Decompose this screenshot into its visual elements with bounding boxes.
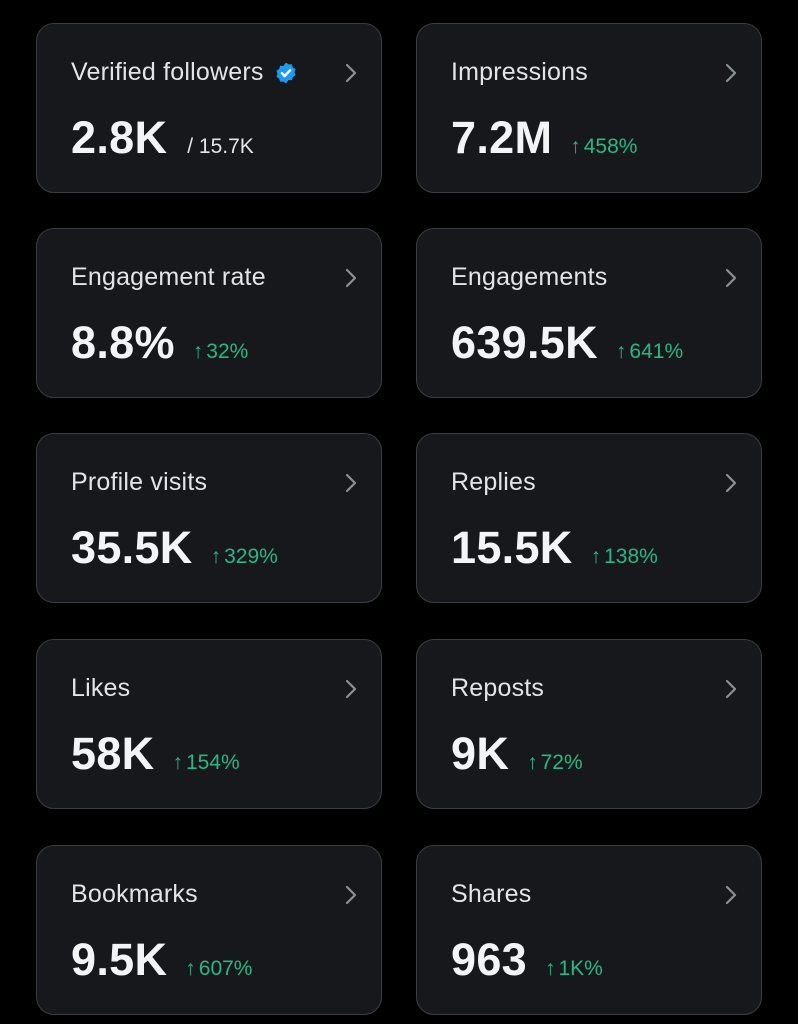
card-label: Bookmarks — [71, 880, 198, 909]
card-change: ↑ 138% — [591, 545, 658, 569]
chevron-right-icon — [721, 884, 741, 906]
card-label: Engagements — [451, 263, 607, 292]
card-change-value: 607% — [199, 957, 253, 981]
card-total: / 15.7K — [187, 135, 254, 159]
arrow-up-icon: ↑ — [193, 340, 204, 364]
card-label-text: Verified followers — [71, 58, 264, 87]
card-value: 8.8% — [71, 317, 175, 369]
arrow-up-icon: ↑ — [570, 135, 581, 159]
card-label: Verified followers — [71, 58, 298, 87]
card-reposts[interactable]: Reposts 9K ↑ 72% — [416, 639, 762, 809]
card-change-value: 1K% — [558, 957, 602, 981]
card-change: ↑ 72% — [527, 751, 583, 775]
arrow-up-icon: ↑ — [545, 957, 556, 981]
card-change: ↑ 32% — [193, 340, 249, 364]
card-replies[interactable]: Replies 15.5K ↑ 138% — [416, 433, 762, 603]
card-value-row: 2.8K / 15.7K — [71, 112, 254, 164]
card-verified-followers[interactable]: Verified followers 2.8K / 15.7K — [36, 23, 382, 193]
card-label: Engagement rate — [71, 263, 266, 292]
verified-badge-icon — [274, 61, 298, 85]
arrow-up-icon: ↑ — [185, 957, 196, 981]
card-label: Reposts — [451, 674, 544, 703]
card-change-value: 138% — [604, 545, 658, 569]
arrow-up-icon: ↑ — [591, 545, 602, 569]
card-value: 7.2M — [451, 112, 552, 164]
card-change-value: 641% — [629, 340, 683, 364]
card-engagement-rate[interactable]: Engagement rate 8.8% ↑ 32% — [36, 228, 382, 398]
card-change: ↑ 329% — [211, 545, 278, 569]
card-value: 9.5K — [71, 934, 167, 986]
chevron-right-icon — [341, 62, 361, 84]
card-change: ↑ 607% — [185, 957, 252, 981]
card-engagements[interactable]: Engagements 639.5K ↑ 641% — [416, 228, 762, 398]
analytics-grid: Verified followers 2.8K / 15.7K Impressi… — [0, 0, 798, 1024]
card-change: ↑ 458% — [570, 135, 637, 159]
card-value: 58K — [71, 728, 154, 780]
card-value: 963 — [451, 934, 527, 986]
card-value: 2.8K — [71, 112, 167, 164]
card-value-row: 7.2M ↑ 458% — [451, 112, 637, 164]
chevron-right-icon — [721, 678, 741, 700]
card-value-row: 8.8% ↑ 32% — [71, 317, 248, 369]
chevron-right-icon — [721, 267, 741, 289]
card-change-value: 72% — [541, 751, 583, 775]
card-profile-visits[interactable]: Profile visits 35.5K ↑ 329% — [36, 433, 382, 603]
card-label: Replies — [451, 468, 536, 497]
card-shares[interactable]: Shares 963 ↑ 1K% — [416, 845, 762, 1015]
card-value: 9K — [451, 728, 509, 780]
chevron-right-icon — [721, 472, 741, 494]
card-value-row: 58K ↑ 154% — [71, 728, 240, 780]
card-impressions[interactable]: Impressions 7.2M ↑ 458% — [416, 23, 762, 193]
card-bookmarks[interactable]: Bookmarks 9.5K ↑ 607% — [36, 845, 382, 1015]
card-value-row: 9K ↑ 72% — [451, 728, 583, 780]
card-value-row: 9.5K ↑ 607% — [71, 934, 252, 986]
card-change-value: 154% — [186, 751, 240, 775]
card-change-value: 329% — [224, 545, 278, 569]
card-label: Impressions — [451, 58, 588, 87]
card-label: Profile visits — [71, 468, 207, 497]
card-likes[interactable]: Likes 58K ↑ 154% — [36, 639, 382, 809]
chevron-right-icon — [341, 472, 361, 494]
arrow-up-icon: ↑ — [616, 340, 627, 364]
card-change: ↑ 1K% — [545, 957, 603, 981]
card-value: 15.5K — [451, 522, 573, 574]
chevron-right-icon — [341, 884, 361, 906]
chevron-right-icon — [341, 267, 361, 289]
card-change-value: 32% — [206, 340, 248, 364]
card-value-row: 35.5K ↑ 329% — [71, 522, 278, 574]
arrow-up-icon: ↑ — [172, 751, 183, 775]
arrow-up-icon: ↑ — [211, 545, 222, 569]
card-value-row: 15.5K ↑ 138% — [451, 522, 658, 574]
card-label: Likes — [71, 674, 130, 703]
card-value-row: 963 ↑ 1K% — [451, 934, 603, 986]
arrow-up-icon: ↑ — [527, 751, 538, 775]
card-change: ↑ 154% — [172, 751, 239, 775]
chevron-right-icon — [341, 678, 361, 700]
card-change: ↑ 641% — [616, 340, 683, 364]
card-change-value: 458% — [584, 135, 638, 159]
card-label: Shares — [451, 880, 531, 909]
card-value-row: 639.5K ↑ 641% — [451, 317, 683, 369]
card-value: 639.5K — [451, 317, 598, 369]
chevron-right-icon — [721, 62, 741, 84]
card-value: 35.5K — [71, 522, 193, 574]
